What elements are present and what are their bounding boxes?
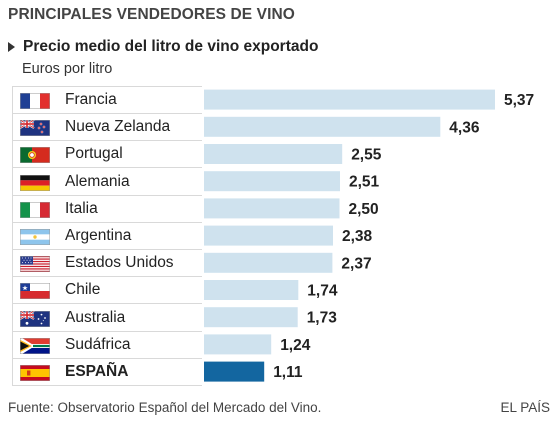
country-row: Francia [12,86,202,114]
subtitle-row: Precio medio del litro de vino exportado [8,38,318,56]
bar-australia [204,307,298,328]
country-label: Francia [65,91,117,108]
row-divider [12,357,202,359]
value-label: 2,37 [341,255,371,272]
portugal-flag-icon [20,147,50,164]
value-label: 5,37 [504,92,534,109]
chile-flag-icon [20,283,50,300]
country-label: Portugal [65,145,123,163]
country-label: Estados Unidos [65,254,174,272]
bar-argentina [204,225,333,246]
country-row: Argentina [12,222,202,250]
value-label: 2,51 [349,174,380,191]
bar-chile [204,280,299,300]
country-label: Alemania [65,172,130,190]
country-label: Australia [65,308,126,326]
bar-estados-unidos [204,252,333,273]
country-row: Alemania [12,168,202,196]
australia-flag-icon [19,309,50,327]
value-label: 2,50 [349,201,379,218]
value-label: 4,36 [449,119,480,136]
country-row: Italia [12,195,202,223]
units-label: Euros por litro [22,61,113,77]
value-label: 1,74 [307,283,338,300]
row-divider [12,303,202,305]
germany-flag-icon [20,174,50,191]
italy-flag-icon [20,201,50,218]
argentina-flag-icon [20,229,50,245]
country-label: Chile [65,281,101,299]
new-zealand-flag-icon [19,119,50,137]
country-label: Argentina [65,227,132,244]
south-africa-flag-icon [20,337,50,354]
row-divider [12,276,202,278]
country-row: Portugal [12,140,202,169]
value-label: 2,55 [351,147,382,164]
row-divider [12,140,202,142]
usa-flag-icon [20,256,50,273]
country-row: Chile [12,276,202,305]
brand-label: EL PAÍS [500,400,550,415]
country-label: Italia [65,199,98,217]
bar-francia [204,89,495,110]
bar-sudáfrica [204,334,272,355]
chart-subtitle: Precio medio del litro de vino exportado [23,38,319,55]
value-label: 1,11 [273,364,303,381]
row-divider [12,167,202,169]
country-row: Sudáfrica [12,331,202,359]
bullet-icon [8,42,15,52]
bar-portugal [204,144,343,164]
value-label: 1,24 [280,337,311,354]
bar-nueva-zelanda [204,116,441,137]
bar-italia [204,198,340,219]
country-row: Australia [12,304,202,332]
country-label-panel [12,86,202,386]
row-divider [12,249,202,250]
country-row: Estados Unidos [12,249,202,278]
country-row: Nueva Zelanda [12,113,202,142]
row-divider [12,221,202,223]
bar-españa [204,361,265,382]
row-divider [12,330,202,332]
chart-title: PRINCIPALES VENDEDORES DE VINO [8,6,295,23]
row-divider [12,113,202,114]
country-label: ESPAÑA [65,363,129,380]
country-label: Nueva Zelanda [65,118,171,136]
source-note: Fuente: Observatorio Español del Mercado… [8,400,322,415]
france-flag-icon [20,93,50,109]
bar-alemania [204,171,340,192]
value-label: 1,73 [307,310,338,327]
country-row: ESPAÑA [12,358,202,385]
spain-flag-icon [20,365,50,381]
country-label: Sudáfrica [65,335,131,353]
row-divider [12,194,202,196]
value-label: 2,38 [342,228,373,245]
